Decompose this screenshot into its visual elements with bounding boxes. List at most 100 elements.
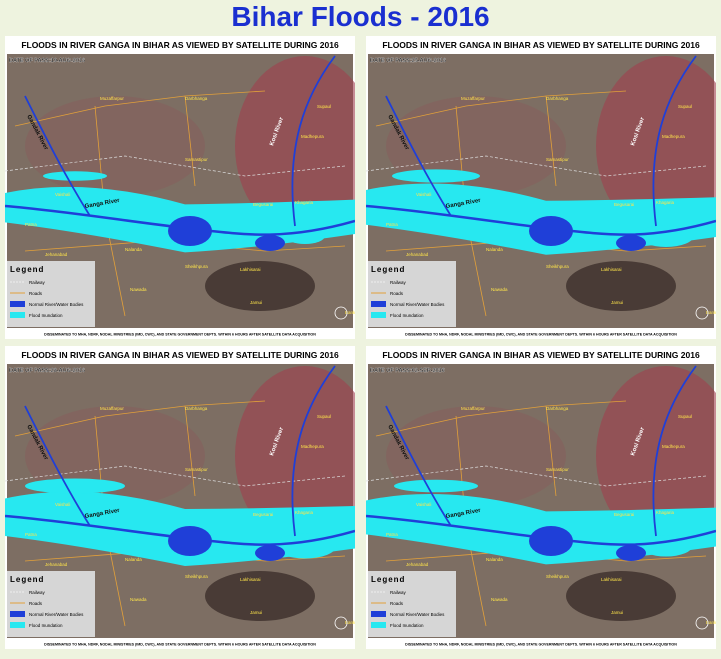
water-body: [168, 216, 212, 246]
legend-label: Normal River/Water Bodies: [29, 612, 84, 617]
river: [291, 55, 336, 227]
place-label: Banka: [345, 310, 355, 315]
place-label: Madhepura: [662, 134, 685, 139]
north-arrow: [695, 306, 709, 320]
flood: [394, 479, 478, 493]
place-label: Nawada: [130, 287, 147, 292]
place-label: Patna: [386, 222, 398, 227]
cropland-red: [25, 96, 205, 196]
place-label: Lakhisarai: [601, 267, 622, 272]
place-label: Darbhanga: [185, 96, 208, 101]
place-label: Jehanabad: [45, 252, 68, 257]
legend-label: Roads: [29, 601, 43, 606]
place-label: Madhepura: [301, 134, 324, 139]
place-label: Khagaria: [656, 510, 675, 515]
river: [385, 95, 452, 217]
map-panel: Muzaffarpur Darbhanga Supaul Madhepura Samas…: [366, 346, 716, 649]
place-label: Darbhanga: [185, 406, 208, 411]
map-panel: Muzaffarpur Darbhanga Supaul Madhepura Samas…: [5, 346, 355, 649]
legend-label: Normal River/Water Bodies: [390, 302, 445, 307]
footer-note: DISSEMINATED TO MHA, NDRF, NODAL MINISTR…: [405, 333, 677, 337]
water-body: [529, 526, 573, 556]
place-label: Jehanabad: [406, 562, 429, 567]
place-label: Khagaria: [295, 510, 314, 515]
north-arrow: [695, 616, 709, 630]
legend-label: Flood Inundation: [390, 623, 424, 628]
page-title: Bihar Floods - 2016: [231, 1, 490, 32]
river: [385, 405, 452, 527]
place-label: Madhepura: [301, 444, 324, 449]
place-label: Nalanda: [486, 557, 503, 562]
legend-swatch: [10, 312, 25, 318]
place-label: Lakhisarai: [601, 577, 622, 582]
legend-label: Flood Inundation: [29, 313, 63, 318]
footer-note: DISSEMINATED TO MHA, NDRF, NODAL MINISTR…: [44, 333, 316, 337]
water-body: [255, 235, 285, 251]
water-body: [529, 216, 573, 246]
panel-title: FLOODS IN RIVER GANGA IN BIHAR AS VIEWED…: [382, 40, 700, 50]
north-arrow: [334, 616, 348, 630]
legend-label: Normal River/Water Bodies: [390, 612, 445, 617]
river: [652, 55, 697, 227]
legend-swatch: [10, 611, 25, 617]
place-label: Khagaria: [656, 200, 675, 205]
place-label: Nalanda: [125, 247, 142, 252]
flood: [43, 171, 107, 181]
legend-swatch: [10, 301, 25, 307]
water-body: [168, 526, 212, 556]
place-label: Banka: [706, 620, 716, 625]
place-label: Sheikhpura: [185, 574, 208, 579]
flood: [392, 169, 480, 183]
place-label: Vaishali: [416, 502, 431, 507]
place-label: Patna: [386, 532, 398, 537]
legend-swatch: [371, 622, 386, 628]
place-label: Sheikhpura: [546, 574, 569, 579]
place-label: Begusarai: [614, 202, 634, 207]
footer-bar: [366, 638, 716, 649]
legend-label: Flood Inundation: [390, 313, 424, 318]
place-label: Samastipur: [546, 467, 569, 472]
place-label: Samastipur: [185, 467, 208, 472]
place-label: Jehanabad: [406, 252, 429, 257]
place-label: Jamui: [250, 610, 262, 615]
place-label: Banka: [345, 620, 355, 625]
place-label: Nawada: [491, 597, 508, 602]
place-label: Khagaria: [295, 200, 314, 205]
date-of-pass: DATE OF PASS:25-AUG-2016: [370, 58, 446, 64]
place-label: Jamui: [611, 300, 623, 305]
header-bar: [366, 36, 716, 54]
footer-bar: [5, 328, 355, 339]
water-body: [616, 235, 646, 251]
railway: [5, 465, 346, 487]
place-label: Supaul: [678, 104, 692, 109]
panel-title: FLOODS IN RIVER GANGA IN BIHAR AS VIEWED…: [382, 350, 700, 360]
place-label: Samastipur: [185, 157, 208, 162]
place-label: Begusarai: [253, 202, 273, 207]
legend-label: Roads: [390, 601, 404, 606]
place-label: Patna: [25, 222, 37, 227]
legend-swatch: [371, 611, 386, 617]
footer-note: DISSEMINATED TO MHA, NDRF, NODAL MINISTR…: [405, 643, 677, 647]
place-label: Lakhisarai: [240, 577, 261, 582]
place-label: Jamui: [611, 610, 623, 615]
legend-title: Legend: [10, 575, 44, 584]
river: [24, 405, 91, 527]
north-arrow: [334, 306, 348, 320]
legend-label: Roads: [29, 291, 43, 296]
place-label: Vaishali: [416, 192, 431, 197]
legend-label: Normal River/Water Bodies: [29, 302, 84, 307]
place-label: Begusarai: [253, 512, 273, 517]
footer-bar: [5, 638, 355, 649]
place-label: Jehanabad: [45, 562, 68, 567]
place-label: Sheikhpura: [185, 264, 208, 269]
place-label: Darbhanga: [546, 96, 569, 101]
place-label: Muzaffarpur: [100, 96, 124, 101]
flood: [25, 478, 125, 494]
place-label: Begusarai: [614, 512, 634, 517]
place-label: Nawada: [130, 597, 147, 602]
legend-label: Roads: [390, 291, 404, 296]
river: [291, 365, 336, 537]
place-label: Lakhisarai: [240, 267, 261, 272]
place-label: Patna: [25, 532, 37, 537]
